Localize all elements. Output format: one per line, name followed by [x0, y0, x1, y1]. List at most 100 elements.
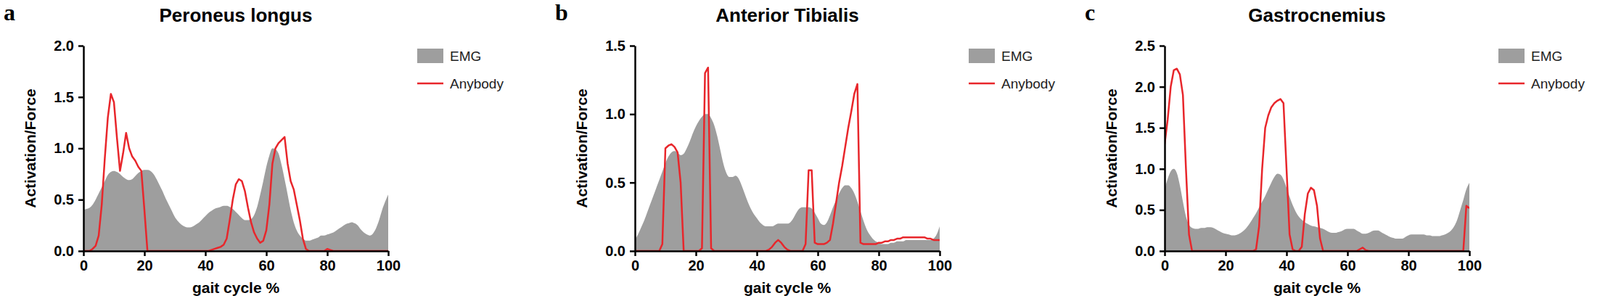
tick-label: 0.5	[53, 191, 75, 208]
panel-label: a	[3, 0, 16, 26]
tick-label: 60	[1339, 257, 1356, 274]
x-axis-title: gait cycle %	[1273, 279, 1362, 297]
tick-label: 80	[870, 257, 887, 274]
y-axis-title: Activation/Force	[573, 88, 590, 209]
tick-mark	[1407, 251, 1410, 257]
tick: 2.0	[1134, 79, 1165, 96]
tick-mark	[629, 44, 635, 48]
y-axis-title: Activation/Force	[1102, 88, 1120, 209]
tick: 40	[1278, 251, 1295, 274]
tick-label: 20	[136, 257, 153, 274]
x-axis-title: gait cycle %	[743, 279, 832, 297]
axis-line	[634, 46, 637, 252]
x-axis: 0 20 40 60 80 100	[1160, 251, 1482, 274]
tick-label: 0	[79, 257, 88, 274]
plot-area	[634, 67, 940, 252]
tick-label: 0.5	[605, 174, 626, 191]
tick: 0.0	[1134, 243, 1165, 260]
panel: 0 20 40 60 80 100 0.0 0.5 1.0 1.5 gait cycle % Acti…	[555, 0, 1056, 297]
tick: 0.5	[605, 174, 635, 191]
tick-mark	[326, 251, 329, 257]
legend-label: Anybody	[1531, 76, 1585, 92]
chart-title: Anterior Tibialis	[715, 4, 859, 27]
axis-line	[1165, 250, 1471, 253]
tick: 1.0	[605, 105, 635, 122]
panel: 0 20 40 60 80 100 0.0 0.5 1.0 1.5 2.0 gait cycle % A…	[3, 0, 504, 297]
y-axis: 0.0 0.5 1.0 1.5 2.0	[53, 37, 84, 260]
tick-mark	[1159, 44, 1165, 48]
tick-mark	[78, 199, 84, 202]
y-axis-title: Activation/Force	[21, 88, 39, 209]
tick: 0.0	[605, 243, 635, 260]
tick-mark	[1159, 126, 1165, 130]
tick-mark	[1346, 251, 1349, 257]
tick-label: 80	[319, 257, 336, 274]
legend: EMGAnybody	[417, 48, 504, 92]
tick-mark	[1224, 251, 1228, 257]
tick-label: 0	[1160, 257, 1169, 274]
panel: 0 20 40 60 80 100 0.0 0.5 1.0 1.5 2.0 2.5 gait cycle…	[1084, 0, 1585, 297]
tick-mark	[695, 251, 698, 257]
panel-label: b	[555, 0, 569, 26]
tick: 2.0	[53, 37, 84, 54]
tick-label: 20	[1217, 257, 1234, 274]
tick-label: 100	[376, 257, 401, 274]
x-axis-title: gait cycle %	[192, 279, 281, 297]
tick-label: 2.5	[1134, 37, 1156, 54]
legend-label: Anybody	[449, 76, 504, 92]
tick: 0.5	[1134, 201, 1165, 218]
tick: 20	[136, 251, 153, 274]
tick-mark	[78, 250, 84, 253]
line-series	[83, 94, 389, 252]
line-series	[1164, 68, 1470, 252]
tick-mark	[817, 251, 820, 257]
tick-label: 60	[258, 257, 275, 274]
tick-label: 1.0	[605, 105, 626, 122]
tick-mark	[1159, 168, 1165, 171]
tick: 1.0	[1134, 161, 1165, 178]
plot-area	[83, 94, 389, 252]
tick: 40	[197, 251, 214, 274]
tick-label: 1.0	[53, 140, 75, 157]
chart-svg: 0 20 40 60 80 100 0.0 0.5 1.0 1.5 2.0 gait cycle % A…	[0, 0, 1600, 301]
tick-label: 40	[748, 257, 765, 274]
legend-swatch	[417, 48, 444, 64]
tick: 60	[1339, 251, 1356, 274]
axis-line	[1163, 46, 1167, 252]
tick-label: 1.5	[605, 37, 626, 54]
tick-label: 1.5	[53, 89, 75, 106]
tick-mark	[143, 251, 146, 257]
tick: 100	[928, 251, 953, 274]
legend-swatch	[1498, 82, 1525, 85]
tick-label: 60	[809, 257, 826, 274]
tick-label: 100	[1457, 257, 1482, 274]
tick-label: 1.0	[1134, 161, 1156, 178]
tick-label: 40	[197, 257, 214, 274]
tick-mark	[756, 251, 759, 257]
tick: 100	[1457, 251, 1482, 274]
tick-label: 20	[687, 257, 704, 274]
legend: EMGAnybody	[968, 48, 1056, 92]
axis-line	[84, 250, 389, 253]
tick-label: 0.5	[1134, 201, 1156, 218]
y-axis: 0.0 0.5 1.0 1.5 2.0 2.5	[1134, 37, 1165, 260]
tick-label: 80	[1400, 257, 1417, 274]
tick-label: 1.5	[1134, 119, 1156, 136]
tick-mark	[265, 251, 268, 257]
panel-label: c	[1084, 0, 1095, 26]
tick: 0	[631, 251, 640, 274]
tick: 1.5	[1134, 119, 1165, 136]
tick-mark	[1159, 86, 1165, 89]
tick: 80	[1400, 251, 1417, 274]
tick: 0	[79, 251, 88, 274]
tick-mark	[204, 251, 207, 257]
tick-label: 0.0	[53, 243, 75, 260]
tick: 0.5	[53, 191, 84, 208]
tick-mark	[1468, 251, 1471, 257]
tick: 80	[870, 251, 887, 274]
legend-swatch	[417, 82, 444, 85]
chart-title: Gastrocnemius	[1248, 4, 1386, 27]
plot-area	[1164, 68, 1470, 252]
tick: 60	[809, 251, 826, 274]
tick: 1.5	[605, 37, 635, 54]
